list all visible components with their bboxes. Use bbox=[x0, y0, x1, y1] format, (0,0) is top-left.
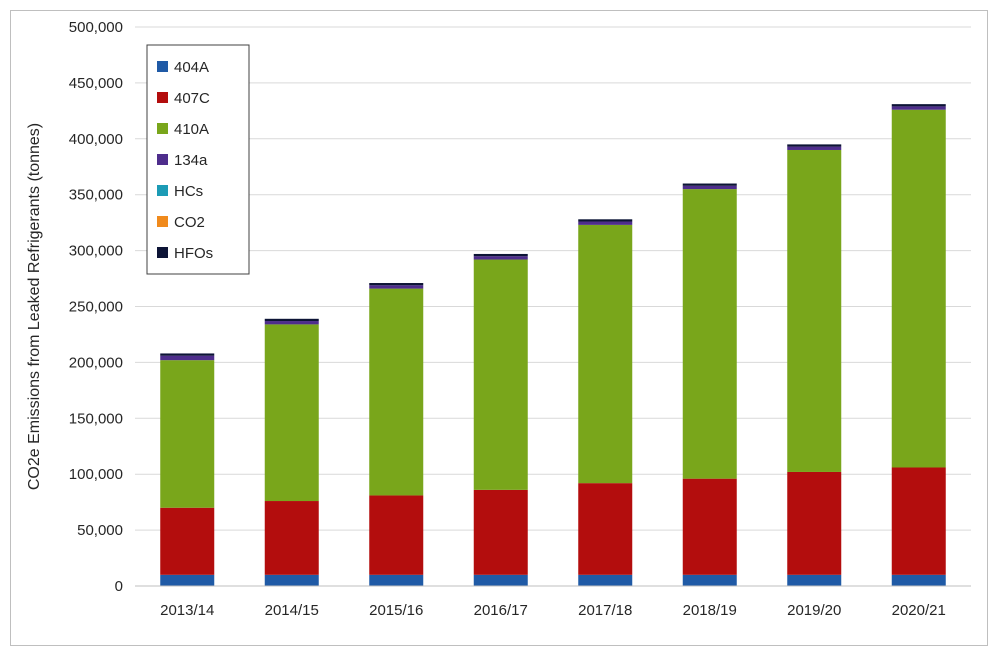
legend-label-hfos: HFOs bbox=[174, 245, 213, 262]
chart-frame: 0 50,000 100,000 150,000 200,000 250,000 300,0… bbox=[10, 10, 988, 646]
bars bbox=[160, 104, 946, 586]
legend-label-134a: 134a bbox=[174, 152, 208, 169]
bar-segment-410a bbox=[473, 259, 528, 490]
bar-segment-407c bbox=[473, 489, 528, 575]
bar-segment-404a bbox=[160, 574, 215, 586]
bar-segment-410a bbox=[578, 224, 633, 484]
bar-segment-407c bbox=[787, 471, 842, 575]
bar-stack bbox=[160, 353, 215, 586]
bar-segment-404a bbox=[264, 574, 319, 586]
bar-segment-404a bbox=[891, 574, 946, 586]
bar-segment-hfos bbox=[473, 253, 528, 257]
x-axis-ticks: 2013/14 2014/15 2015/16 2016/17 2017/18 2018/… bbox=[160, 602, 946, 619]
bar-segment-hfos bbox=[264, 318, 319, 322]
bar-segment-404a bbox=[578, 574, 633, 586]
y-tick-label: 150,000 bbox=[69, 410, 123, 427]
y-tick-label: 500,000 bbox=[69, 19, 123, 36]
bar-segment-404a bbox=[682, 574, 737, 586]
x-tick-label: 2019/20 bbox=[787, 602, 841, 619]
legend-label-404a: 404A bbox=[174, 59, 209, 76]
bar-segment-410a bbox=[369, 288, 424, 496]
bar-segment-hfos bbox=[682, 183, 737, 186]
legend-swatch-407c bbox=[157, 92, 168, 103]
bar-segment-404a bbox=[369, 574, 424, 586]
bar-segment-404a bbox=[473, 574, 528, 586]
x-tick-label: 2013/14 bbox=[160, 602, 214, 619]
legend: 404A 407C 410A 134a HCs CO2 HFOs bbox=[146, 44, 250, 275]
gridlines bbox=[135, 26, 971, 531]
stacked-bar-chart: 0 50,000 100,000 150,000 200,000 250,000 300,0… bbox=[26, 19, 971, 619]
x-tick-label: 2020/21 bbox=[892, 602, 946, 619]
bar-segment-hfos bbox=[787, 144, 842, 147]
x-tick-label: 2015/16 bbox=[369, 602, 423, 619]
bar-segment-407c bbox=[160, 507, 215, 575]
bar-segment-134a bbox=[160, 355, 215, 361]
y-tick-label: 0 bbox=[115, 578, 123, 595]
y-tick-label: 400,000 bbox=[69, 131, 123, 148]
bar-segment-134a bbox=[682, 185, 737, 190]
x-tick-label: 2017/18 bbox=[578, 602, 632, 619]
bar-stack bbox=[787, 144, 842, 586]
legend-swatch-404a bbox=[157, 61, 168, 72]
bar-segment-hfos bbox=[160, 353, 215, 356]
y-tick-label: 250,000 bbox=[69, 299, 123, 316]
bar-stack bbox=[891, 104, 946, 586]
bar-stack bbox=[578, 219, 633, 586]
bar-stack bbox=[682, 183, 737, 586]
legend-swatch-co2 bbox=[157, 216, 168, 227]
legend-label-407c: 407C bbox=[174, 90, 210, 107]
legend-swatch-hcs bbox=[157, 185, 168, 196]
x-tick-label: 2016/17 bbox=[474, 602, 528, 619]
bar-segment-134a bbox=[473, 256, 528, 260]
y-tick-label: 450,000 bbox=[69, 75, 123, 92]
legend-label-hcs: HCs bbox=[174, 183, 203, 200]
bar-segment-407c bbox=[682, 478, 737, 575]
legend-swatch-hfos bbox=[157, 247, 168, 258]
bar-segment-410a bbox=[891, 109, 946, 468]
y-tick-label: 100,000 bbox=[69, 466, 123, 483]
bar-segment-134a bbox=[264, 321, 319, 325]
y-tick-label: 350,000 bbox=[69, 187, 123, 204]
x-tick-label: 2018/19 bbox=[683, 602, 737, 619]
bar-segment-410a bbox=[264, 324, 319, 502]
bar-segment-407c bbox=[264, 501, 319, 575]
bar-segment-hfos bbox=[369, 283, 424, 286]
bar-segment-404a bbox=[787, 574, 842, 586]
y-tick-label: 300,000 bbox=[69, 243, 123, 260]
y-axis-ticks: 0 50,000 100,000 150,000 200,000 250,000 300,0… bbox=[69, 19, 123, 595]
bar-stack bbox=[473, 253, 528, 586]
bar-segment-410a bbox=[682, 189, 737, 479]
y-tick-label: 200,000 bbox=[69, 354, 123, 371]
bar-segment-134a bbox=[787, 146, 842, 150]
bar-segment-407c bbox=[578, 483, 633, 575]
legend-swatch-134a bbox=[157, 154, 168, 165]
bar-segment-410a bbox=[160, 360, 215, 508]
bar-segment-134a bbox=[578, 221, 633, 225]
y-axis-label: CO2e Emissions from Leaked Refrigerants … bbox=[26, 123, 43, 490]
bar-segment-407c bbox=[891, 467, 946, 575]
bar-segment-410a bbox=[787, 149, 842, 472]
bar-segment-407c bbox=[369, 495, 424, 575]
legend-label-410a: 410A bbox=[174, 121, 209, 138]
bar-stack bbox=[264, 318, 319, 586]
x-tick-label: 2014/15 bbox=[265, 602, 319, 619]
bar-segment-hfos bbox=[891, 104, 946, 107]
bar-segment-134a bbox=[891, 106, 946, 110]
bar-stack bbox=[369, 283, 424, 586]
bar-segment-134a bbox=[369, 285, 424, 289]
bar-segment-hfos bbox=[578, 219, 633, 222]
legend-label-co2: CO2 bbox=[174, 214, 205, 231]
legend-swatch-410a bbox=[157, 123, 168, 134]
y-tick-label: 50,000 bbox=[77, 522, 123, 539]
